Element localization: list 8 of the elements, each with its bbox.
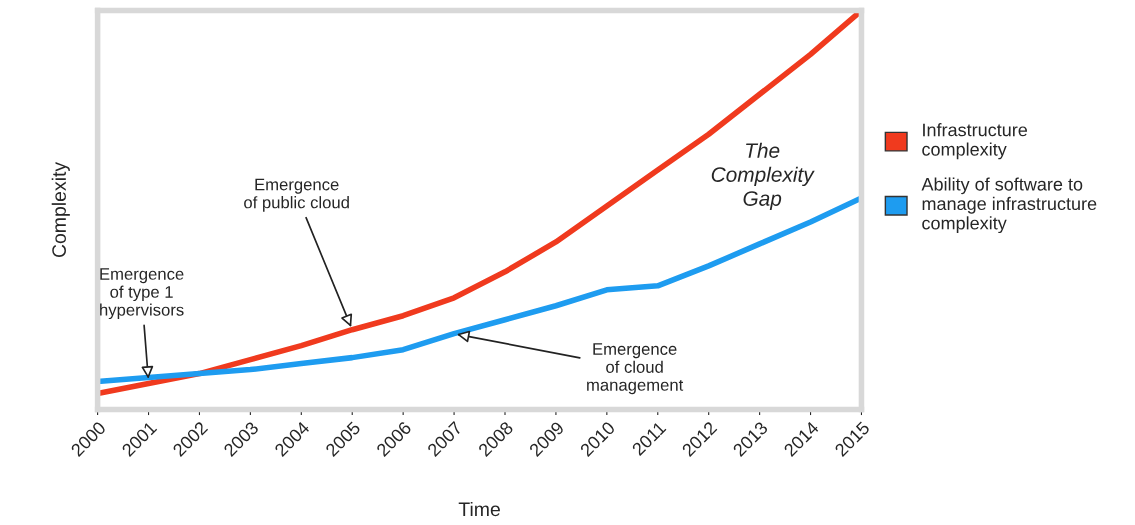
y-axis-title: Complexity: [51, 161, 70, 258]
annotation: The Complexity Gap: [711, 142, 815, 210]
annotation: Emergence of cloud management: [587, 343, 684, 395]
annotation: Emergence of public cloud: [244, 178, 349, 212]
legend-label: Infrastructure complexity: [922, 123, 1028, 160]
annotation: Emergence of type 1 hypervisors: [100, 268, 184, 320]
legend-label: Ability of software to manage infrastructure complexity: [921, 177, 1097, 234]
x-axis-title: Time: [458, 501, 500, 517]
